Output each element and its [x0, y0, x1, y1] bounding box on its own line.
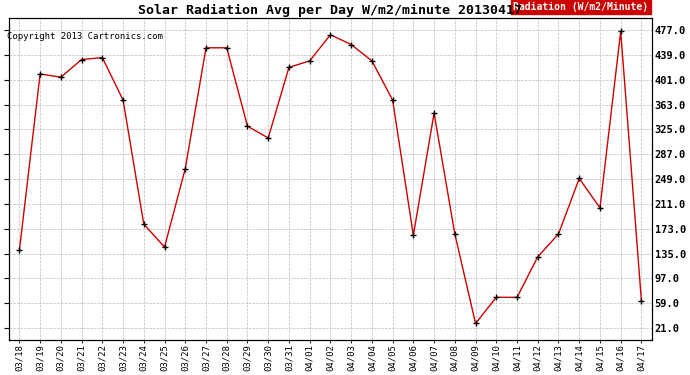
Text: Radiation (W/m2/Minute): Radiation (W/m2/Minute) — [513, 2, 649, 12]
Text: Copyright 2013 Cartronics.com: Copyright 2013 Cartronics.com — [7, 32, 163, 41]
Title: Solar Radiation Avg per Day W/m2/minute 20130417: Solar Radiation Avg per Day W/m2/minute … — [139, 4, 522, 17]
